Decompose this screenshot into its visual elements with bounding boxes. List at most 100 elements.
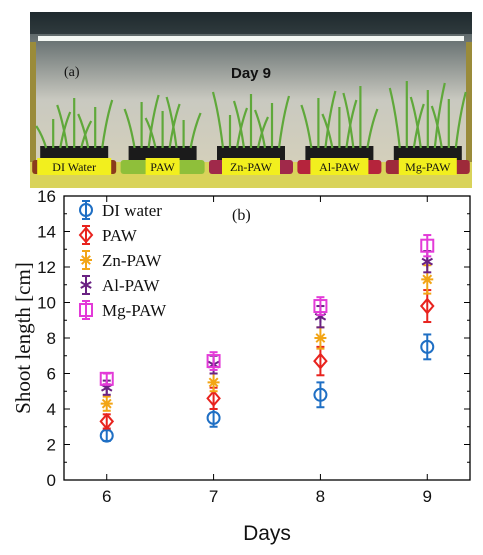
legend-label: Zn-PAW: [102, 251, 162, 270]
data-point: [99, 371, 114, 386]
x-tick-label: 7: [209, 487, 218, 506]
right-post: [466, 42, 472, 162]
data-point: [314, 333, 327, 343]
data-point: [313, 387, 328, 402]
tray-label-plate: [310, 158, 369, 175]
series-al-paw: [101, 250, 433, 396]
plot-frame: [63, 195, 471, 481]
x-tick-label: 8: [316, 487, 325, 506]
plant-leaf: [433, 82, 446, 149]
series-di-water: [99, 333, 435, 443]
data-point: [313, 299, 328, 314]
plant-leaf: [35, 125, 48, 149]
plant-leaf: [77, 113, 90, 149]
data-point: [80, 279, 92, 291]
plant-leaf: [56, 104, 69, 149]
plant-leaf: [235, 107, 249, 149]
data-point: [79, 303, 93, 317]
data-series: [99, 234, 435, 443]
y-tick-label: 10: [37, 294, 56, 313]
chart-panel-label: (b): [232, 207, 251, 224]
legend-entry: DI water: [79, 200, 162, 220]
legend-label: Mg-PAW: [102, 301, 167, 320]
plant-leaf: [253, 109, 267, 149]
plant-leaf: [165, 96, 178, 149]
tray-label-plate: [145, 158, 180, 175]
legend-label: DI water: [102, 201, 162, 220]
tray-label: Zn-PAW: [230, 160, 273, 174]
shoot-length-chart: 0 2 4 6 8 10 12 14 16 6 7 8 9 DI water PAW Zn-PAW Al-PA…: [11, 187, 471, 545]
tray-label-plate: [37, 158, 112, 175]
data-point: [78, 226, 94, 244]
legend-label: PAW: [102, 226, 138, 245]
tray-label: Al-PAW: [319, 160, 360, 174]
plant-leaf: [147, 94, 160, 149]
tray-label-plate: [222, 158, 280, 175]
y-tick-label: 2: [47, 436, 56, 455]
plant-leaf: [123, 108, 136, 149]
shelf-frame: [30, 12, 472, 34]
plant-leaf: [168, 103, 181, 149]
legend-entry: Al-PAW: [80, 275, 160, 295]
tray-label: PAW: [150, 160, 175, 174]
axis-ticks: 0 2 4 6 8 10 12 14 16 6 7 8 9: [37, 187, 470, 506]
y-tick-label: 8: [47, 329, 56, 348]
legend-entry: Zn-PAW: [80, 250, 162, 270]
plant-leaf: [144, 117, 157, 149]
tray-label-plate: [398, 158, 457, 175]
data-point: [420, 339, 435, 354]
x-tick-label: 9: [423, 487, 432, 506]
plant-leaf: [366, 108, 379, 149]
x-tick-label: 6: [102, 487, 111, 506]
data-point: [100, 398, 113, 409]
legend-label: Al-PAW: [102, 276, 160, 295]
plant-leaf: [211, 91, 225, 149]
data-point: [99, 412, 115, 430]
plant-leaf: [342, 92, 355, 149]
series-paw: [99, 289, 435, 430]
tray-label: DI Water: [52, 160, 96, 174]
photo-panel-label: (a): [64, 65, 80, 80]
legend-entry: Mg-PAW: [79, 300, 167, 320]
plant-leaf: [388, 87, 401, 149]
plant-leaf: [345, 99, 358, 149]
data-point: [206, 354, 221, 369]
plant-leaf: [430, 105, 443, 149]
data-point: [206, 410, 221, 425]
plant-leaf: [59, 111, 72, 149]
legend: DI water PAW Zn-PAW Al-PAW Mg-PAW: [78, 200, 167, 320]
tray-layer: DI Water PAW Zn-PAW Al-PAW Mg-PAW: [32, 158, 470, 175]
x-axis-label: Days: [243, 522, 291, 545]
photo-title: Day 9: [231, 65, 271, 82]
data-point: [206, 389, 221, 407]
y-tick-label: 16: [37, 187, 56, 206]
data-point: [421, 274, 434, 285]
plant-leaf: [189, 112, 202, 149]
plant-leaf: [324, 90, 337, 149]
series-mg-paw: [99, 234, 435, 386]
plant-leaf: [300, 104, 313, 149]
plant-leaf: [412, 103, 425, 149]
y-tick-label: 14: [37, 223, 56, 242]
left-post: [30, 42, 36, 162]
light-tube: [38, 36, 464, 41]
plant-leaf: [232, 100, 246, 149]
plant-leaf: [277, 95, 291, 149]
legend-entry: PAW: [78, 225, 138, 245]
tray-label: Mg-PAW: [405, 160, 451, 174]
data-point: [207, 377, 220, 388]
data-point: [420, 238, 435, 253]
data-point: [419, 297, 435, 315]
y-tick-label: 0: [47, 471, 56, 490]
photo-panel: DI Water PAW Zn-PAW Al-PAW Mg-PAW (a) Day 9: [30, 12, 472, 188]
data-point: [79, 203, 93, 217]
y-tick-label: 12: [37, 258, 56, 277]
y-axis-label: Shoot length [cm]: [11, 262, 35, 414]
plant-leaf: [321, 113, 334, 149]
data-point: [80, 255, 92, 265]
y-tick-label: 4: [47, 400, 56, 419]
data-point: [313, 352, 328, 370]
plant-leaf: [101, 99, 114, 149]
plant-leaf: [454, 91, 467, 149]
y-tick-label: 6: [47, 365, 56, 384]
